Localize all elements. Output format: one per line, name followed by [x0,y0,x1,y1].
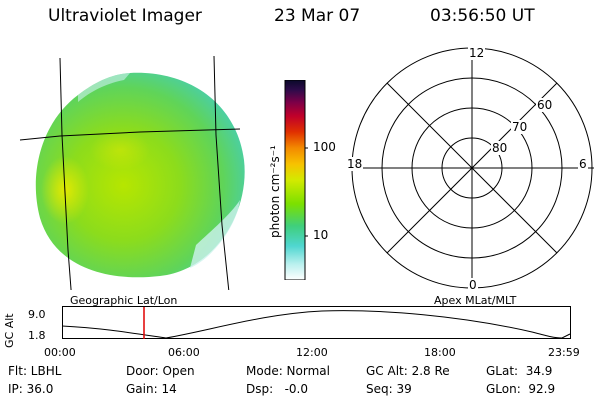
geographic-label: Geographic Lat/Lon [70,294,178,307]
status-gc-alt: GC Alt: 2.8 Re [366,364,450,378]
status-glat: GLat: 34.9 [486,364,553,378]
time-tick-1200: 12:00 [296,346,328,359]
status-door: Door: Open [126,364,195,378]
mlat-label-70: 70 [511,120,529,134]
altitude-tick-1-8: 1.8 [28,329,46,342]
status-dsp: Dsp: -0.0 [246,382,309,396]
status-mode: Mode: Normal [246,364,330,378]
colorbar-tick-10: 10 [313,228,329,242]
time-tick-2359: 23:59 [548,346,580,359]
status-ip: IP: 36.0 [8,382,54,396]
mlt-label-6: 6 [578,157,588,171]
time-tick-1800: 18:00 [424,346,456,359]
date-label: 23 Mar 07 [274,6,361,26]
colorbar-tick-100: 100 [313,140,336,154]
altitude-tick-9: 9.0 [28,308,46,321]
colorbar-unit-label: photon cm⁻²s⁻¹ [268,145,282,238]
polar-grid [350,47,594,289]
mlat-label-60: 60 [536,98,554,112]
time-tick-0000: 00:00 [44,346,76,359]
apex-label: Apex MLat/MLT [434,294,517,307]
time-label: 03:56:50 UT [430,6,535,26]
instrument-title: Ultraviolet Imager [48,6,202,26]
status-seq: Seq: 39 [366,382,412,396]
mlt-label-12: 12 [468,46,486,60]
mlat-label-80: 80 [491,141,509,155]
mlt-label-18: 18 [346,157,364,171]
status-filter: Flt: LBHL [8,364,62,378]
mlt-label-0: 0 [468,278,478,292]
color-bar [284,80,308,280]
status-glon: GLon: 92.9 [486,382,556,396]
uv-image-disk [19,55,245,290]
altitude-plot [62,306,571,339]
time-tick-0600: 06:00 [168,346,200,359]
status-gain: Gain: 14 [126,382,177,396]
altitude-axis-label: GC Alt [3,313,16,348]
